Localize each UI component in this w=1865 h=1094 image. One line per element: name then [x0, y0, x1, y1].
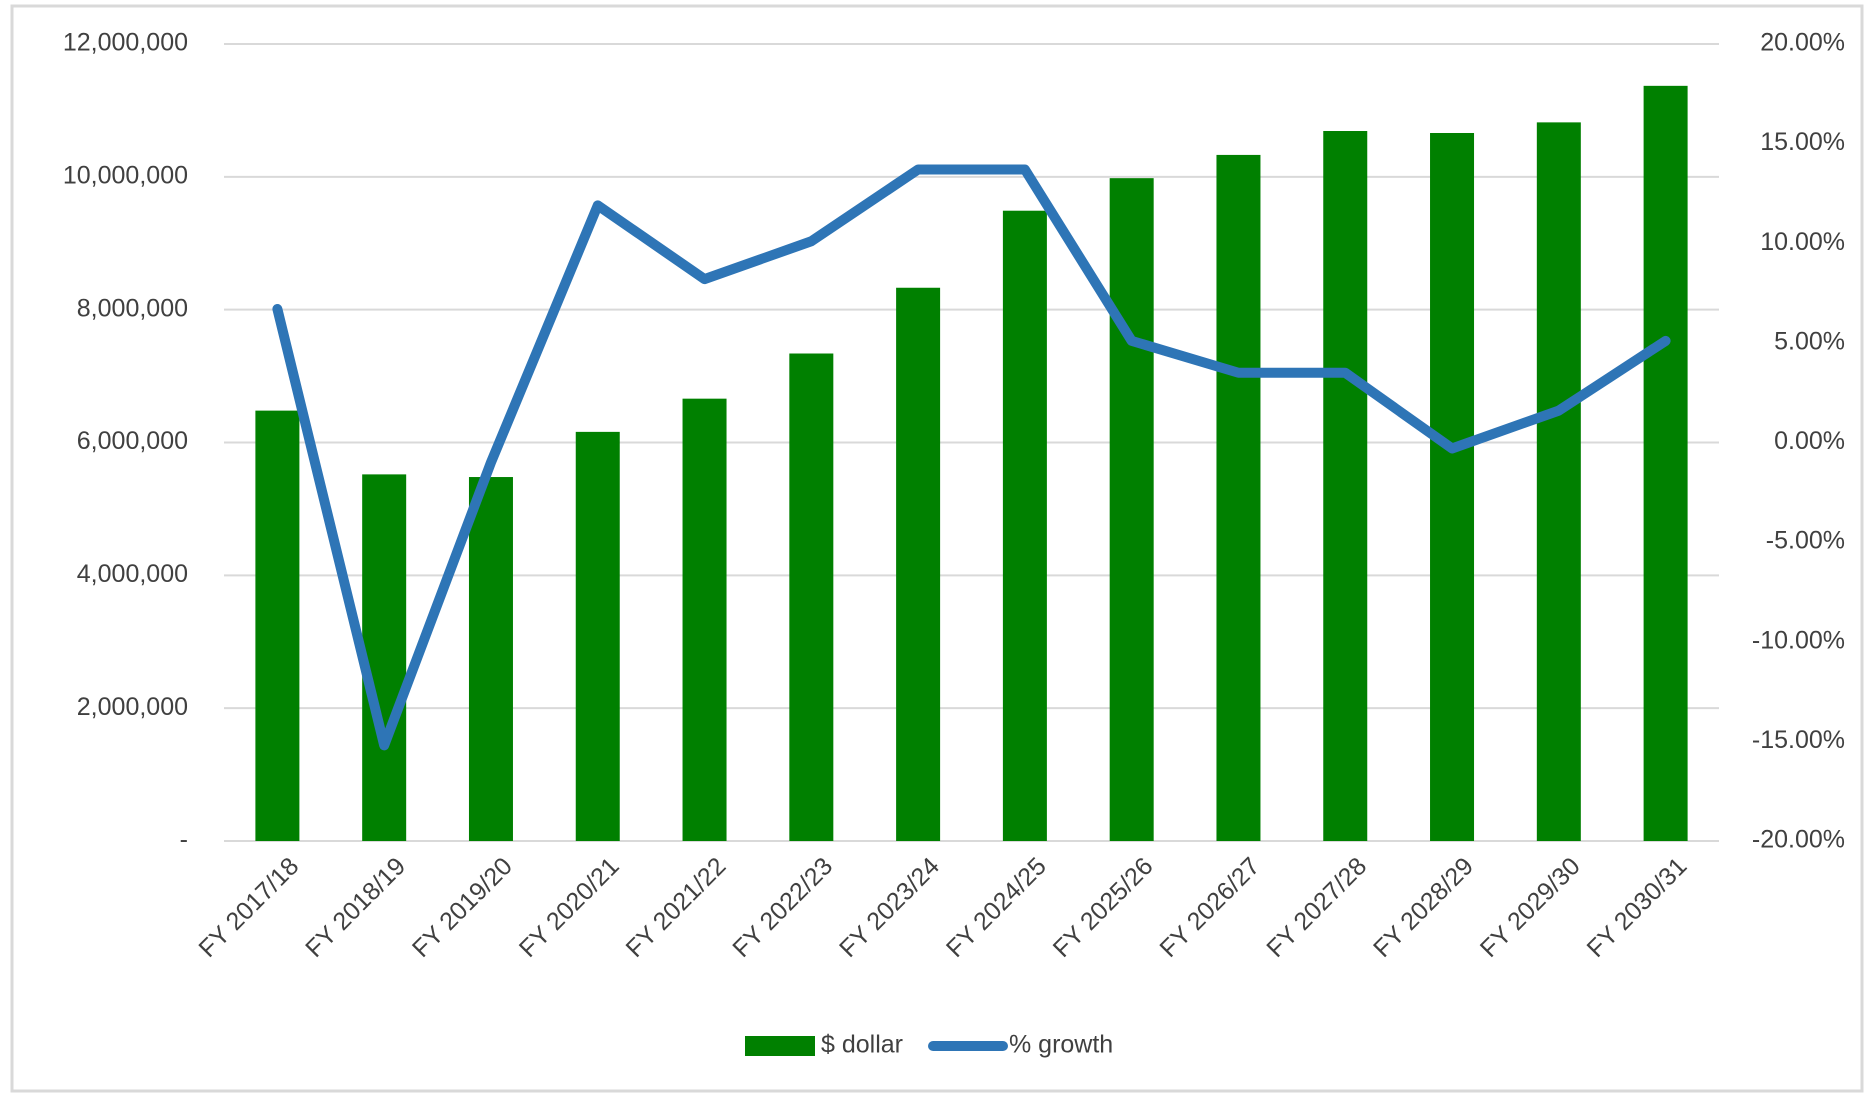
bar: [682, 398, 727, 841]
y2-tick-label: 10.00%: [1760, 228, 1845, 256]
bar: [362, 474, 407, 841]
y2-tick-label: -5.00%: [1766, 527, 1845, 555]
y2-tick-label: -10.00%: [1752, 626, 1845, 654]
bar: [1430, 132, 1475, 841]
legend-swatch: [745, 1036, 815, 1056]
bar: [1002, 210, 1047, 842]
y-tick-label: 2,000,000: [77, 693, 188, 721]
bar: [1323, 131, 1368, 841]
y-tick-label: 10,000,000: [63, 161, 188, 189]
y2-tick-label: 5.00%: [1774, 327, 1845, 355]
y-tick-label: -: [180, 826, 188, 854]
bar: [1216, 154, 1261, 841]
y-tick-label: 4,000,000: [77, 560, 188, 588]
y-tick-label: 8,000,000: [77, 294, 188, 322]
y2-tick-label: -20.00%: [1752, 826, 1845, 854]
y2-tick-label: 15.00%: [1760, 128, 1845, 156]
bar: [1109, 178, 1154, 841]
bar: [255, 410, 300, 841]
bar: [468, 477, 513, 841]
y2-tick-label: -15.00%: [1752, 726, 1845, 754]
bar: [789, 353, 834, 841]
legend-label: % growth: [1009, 1031, 1113, 1059]
bar: [1643, 85, 1688, 841]
y2-tick-label: 0.00%: [1774, 427, 1845, 455]
legend-label: $ dollar: [821, 1031, 903, 1059]
y-tick-label: 12,000,000: [63, 29, 188, 57]
bar: [896, 287, 941, 842]
line: [272, 164, 1671, 751]
bar: [1536, 122, 1581, 842]
y-tick-label: 6,000,000: [77, 427, 188, 455]
bar: [575, 431, 620, 841]
y2-tick-label: 20.00%: [1760, 29, 1845, 57]
